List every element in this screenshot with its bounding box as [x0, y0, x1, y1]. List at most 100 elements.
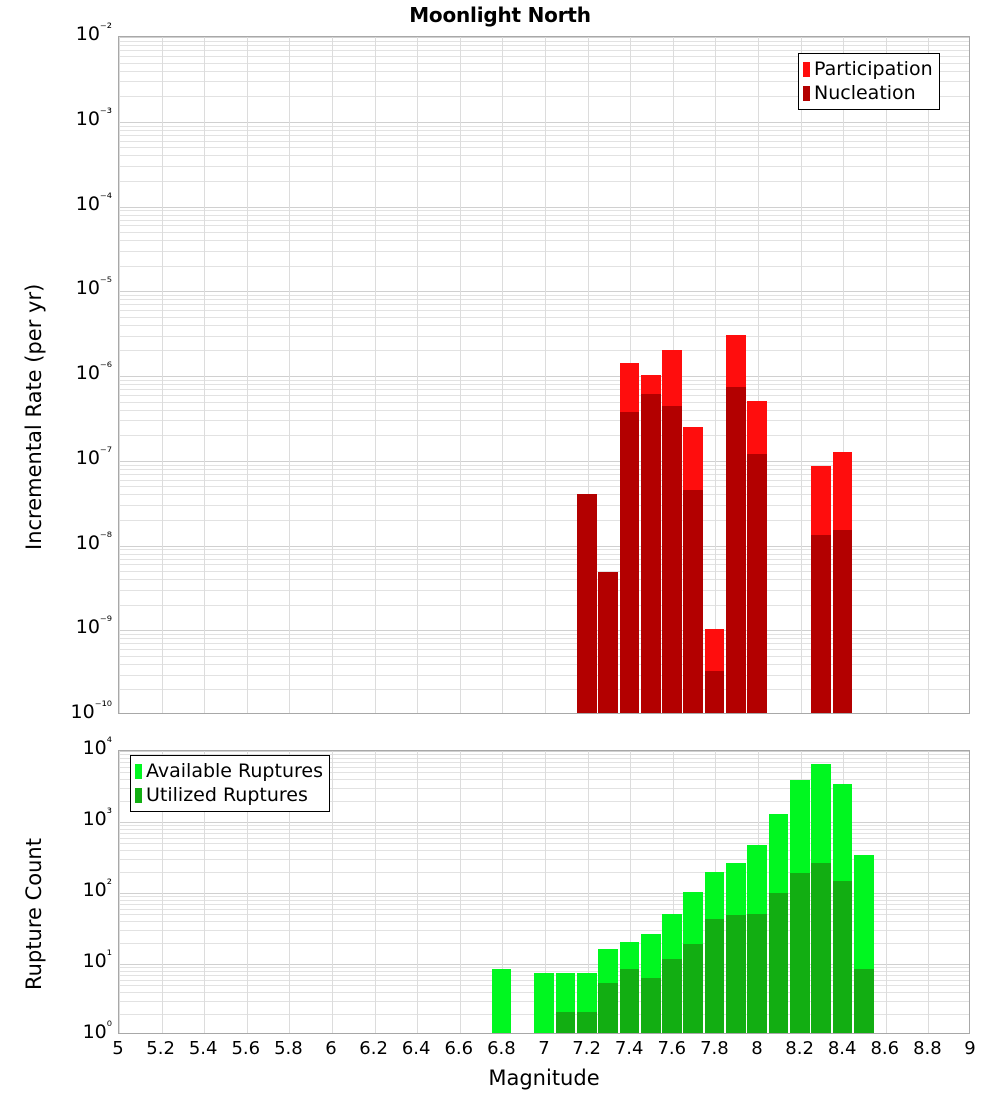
x-tick-label: 6.2: [359, 1038, 388, 1059]
legend-swatch-icon: [135, 763, 142, 779]
x-tick-label: 5: [112, 1038, 124, 1059]
gridline-vertical: [886, 751, 887, 1033]
gridline-minor: [119, 494, 969, 495]
bar-group: [555, 751, 576, 1033]
gridline-vertical: [801, 37, 802, 713]
bar-group: [832, 751, 853, 1033]
gridline-minor: [119, 240, 969, 241]
gridline-vertical: [119, 37, 120, 713]
x-tick-label: 6.8: [487, 1038, 516, 1059]
gridline-minor: [119, 762, 969, 763]
gridline-minor: [119, 930, 969, 931]
gridline-minor: [119, 317, 969, 318]
gridline-minor: [119, 45, 969, 46]
y-axis-title-bottom: Rupture Count: [22, 838, 46, 990]
bar-group: [662, 751, 682, 1033]
bar-group: [683, 37, 704, 713]
gridline-minor: [119, 859, 969, 860]
gridline-minor: [119, 971, 969, 972]
bar-segment-utilized-ruptures: [789, 872, 810, 1033]
gridline-vertical: [119, 751, 120, 1033]
y-tick-label: 10⁻¹⁰: [70, 699, 112, 723]
gridline-vertical: [289, 37, 290, 713]
gridline-major: [119, 822, 969, 823]
gridline-minor: [119, 967, 969, 968]
gridline-minor: [119, 914, 969, 915]
bar-group: [704, 37, 725, 713]
bar-segment-nucleation: [619, 411, 640, 713]
x-tick-label: 5.8: [274, 1038, 303, 1059]
bar-segment-available-ruptures: [491, 968, 512, 1033]
legend-label: Nucleation: [814, 81, 916, 104]
gridline-vertical: [715, 37, 716, 713]
gridline-minor: [119, 220, 969, 221]
gridline-minor: [119, 480, 969, 481]
bar-segment-utilized-ruptures: [704, 918, 725, 1033]
x-tick-label: 8.4: [827, 1038, 857, 1059]
bar-segment-utilized-ruptures: [726, 914, 746, 1033]
bar-segment-nucleation: [662, 405, 682, 713]
x-tick-label: 5.4: [188, 1038, 218, 1059]
x-tick-label: 8: [751, 1038, 763, 1059]
gridline-major: [119, 893, 969, 894]
page-title: Moonlight North: [409, 3, 591, 27]
gridline-minor: [119, 71, 969, 72]
gridline-minor: [119, 843, 969, 844]
x-tick-label: 8.6: [870, 1038, 900, 1059]
bar-segment-utilized-ruptures: [576, 1011, 597, 1033]
legend-item: Participation: [803, 57, 933, 81]
bar-group: [853, 751, 874, 1033]
grid-lines-top: [119, 37, 969, 713]
y-tick-label: 10⁻⁹: [75, 614, 112, 639]
x-tick-label: 7.2: [572, 1038, 601, 1059]
bar-group: [491, 751, 512, 1033]
y-tick-label: 10⁻²: [75, 21, 112, 45]
gridline-minor: [119, 825, 969, 826]
gridline-minor: [119, 872, 969, 873]
bar-group: [704, 751, 725, 1033]
gridline-minor: [119, 571, 969, 572]
gridline-minor: [119, 754, 969, 755]
gridline-minor: [119, 643, 969, 644]
gridline-vertical: [204, 37, 205, 713]
gridline-minor: [119, 56, 969, 57]
gridline-minor: [119, 232, 969, 233]
x-tick-label: 9: [964, 1038, 976, 1059]
gridline-major: [119, 964, 969, 965]
gridline-minor: [119, 304, 969, 305]
gridline-minor: [119, 350, 969, 351]
gridline-minor: [119, 402, 969, 403]
bar-group: [662, 37, 682, 713]
bar-group: [640, 751, 661, 1033]
bar-group: [534, 751, 555, 1033]
x-tick-label: 7.8: [700, 1038, 729, 1059]
gridline-major: [119, 37, 969, 38]
x-tick-label: 6: [325, 1038, 337, 1059]
bar-segment-nucleation: [683, 489, 704, 713]
legend-swatch-icon: [135, 787, 142, 803]
gridline-minor: [119, 779, 969, 780]
gridline-vertical: [843, 37, 844, 713]
gridline-minor: [119, 638, 969, 639]
gridline-vertical: [460, 37, 461, 713]
gridline-vertical: [928, 751, 929, 1033]
gridline-minor: [119, 909, 969, 910]
gridline-vertical: [886, 37, 887, 713]
y-axis-ticks-top: 10⁻² 10⁻³ 10⁻⁴ 10⁻⁵ 10⁻⁶ 10⁻⁷ 10⁻⁸ 10⁻⁹ 10⁻¹⁰: [0, 0, 112, 1100]
gridline-vertical: [247, 37, 248, 713]
bar-segment-utilized-ruptures: [619, 968, 640, 1033]
gridline-minor: [119, 130, 969, 131]
legend-bottom: Available Ruptures Utilized Ruptures: [130, 755, 330, 812]
y-tick-label: 10⁻³: [75, 106, 112, 130]
bar-group: [598, 37, 618, 713]
y-tick-label: 10⁻⁸: [75, 530, 112, 554]
gridline-vertical: [588, 37, 589, 713]
gridline-minor: [119, 126, 969, 127]
gridline-minor: [119, 772, 969, 773]
gridline-minor: [119, 829, 969, 830]
gridline-minor: [119, 900, 969, 901]
gridline-minor: [119, 147, 969, 148]
gridline-vertical: [928, 37, 929, 713]
gridline-vertical: [545, 37, 546, 713]
gridline-minor: [119, 486, 969, 487]
